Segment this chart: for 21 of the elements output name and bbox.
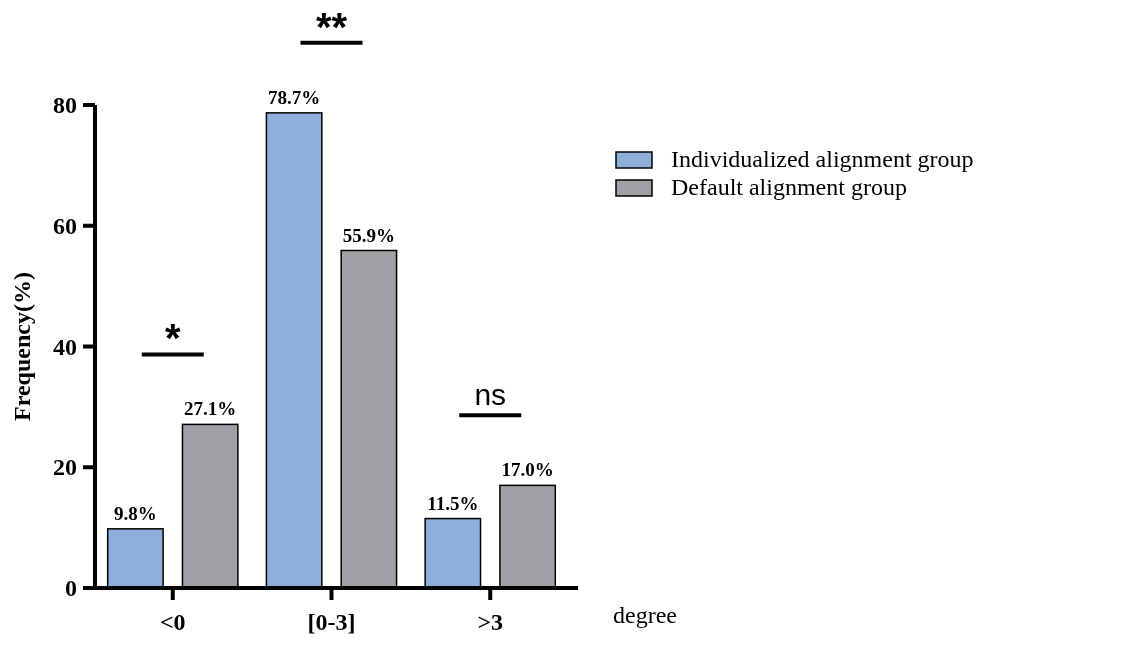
y-tick-label: 40 xyxy=(53,333,77,360)
data-label: 78.7% xyxy=(267,86,321,108)
annotation: * xyxy=(164,316,181,361)
y-axis-title: Frequency(%) xyxy=(9,272,35,421)
text: ** xyxy=(315,4,348,49)
data-label: 55.9% xyxy=(342,224,396,246)
data-label: 11.5% xyxy=(427,492,479,514)
y-tick-label: 80 xyxy=(53,92,77,118)
data-label: 17.0% xyxy=(501,459,554,481)
y-tick-label: 20 xyxy=(53,454,77,481)
annotation: ns xyxy=(474,378,507,412)
legend-label: Default alignment group xyxy=(671,174,907,200)
y-tick-label: 0 xyxy=(65,575,77,601)
y-tick-label: 60 xyxy=(53,212,77,239)
x-tick-label: <0 xyxy=(159,609,186,635)
legend-label: Individualized alignment group xyxy=(671,146,974,172)
x-tick-label: [0-3] xyxy=(307,609,356,635)
data-label: 27.1% xyxy=(184,398,237,420)
x-axis-title: degree xyxy=(613,602,677,628)
data-label: 9.8% xyxy=(114,502,157,524)
x-tick-label: >3 xyxy=(477,609,504,635)
